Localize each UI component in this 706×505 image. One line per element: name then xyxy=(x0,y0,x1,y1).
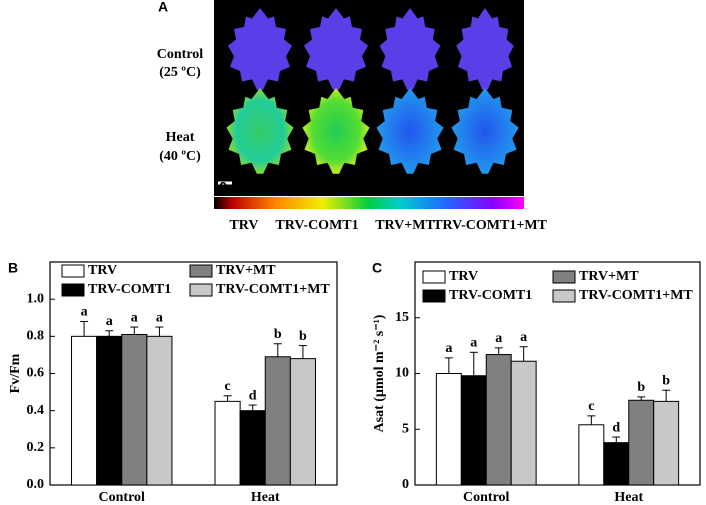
legend-label: TRV+MT xyxy=(579,269,639,284)
y-tick-label: 10 xyxy=(395,366,409,381)
x-tick-label: Heat xyxy=(614,490,643,505)
bar xyxy=(510,360,537,486)
y-tick-label: 0.2 xyxy=(27,440,45,455)
bar xyxy=(603,442,630,486)
colorbar-tick-label: 0.4 xyxy=(319,179,339,195)
panel-label: B xyxy=(8,260,18,276)
bar xyxy=(485,354,512,486)
significance-letter: a xyxy=(445,341,452,356)
colorbar xyxy=(214,197,524,209)
colorbar-tick-label: 0.1 xyxy=(219,179,239,195)
y-tick-label: 0 xyxy=(402,477,409,492)
significance-letter: a xyxy=(470,336,477,351)
y-tick-label: 5 xyxy=(402,421,409,436)
bar xyxy=(121,333,148,486)
legend-label: TRV+MT xyxy=(216,263,276,278)
significance-letter: b xyxy=(274,327,282,342)
y-axis-title: Fv/Fm xyxy=(8,353,23,393)
y-tick-label: 15 xyxy=(395,310,409,325)
colorbar-tick-label: 0.8 xyxy=(452,179,472,195)
panel-label: A xyxy=(158,0,168,15)
significance-letter: a xyxy=(81,305,88,320)
legend-swatch xyxy=(422,289,446,303)
column-label: TRV xyxy=(229,218,258,233)
y-tick-label: 0.0 xyxy=(27,477,45,492)
bar xyxy=(71,335,98,486)
x-tick-label: Control xyxy=(463,490,510,505)
panel-label: C xyxy=(372,260,382,276)
colorbar-tick-label: 0.3 xyxy=(286,179,306,195)
significance-letter: a xyxy=(131,310,138,325)
column-label: TRV-COMT1 xyxy=(275,218,358,233)
bar xyxy=(289,358,316,486)
legend-label: TRV-COMT1 xyxy=(88,282,171,297)
bar xyxy=(435,373,462,486)
colorbar-tick-label: 0.2 xyxy=(253,179,273,195)
legend-label: TRV xyxy=(88,263,117,278)
legend-swatch xyxy=(422,270,446,284)
column-label: TRV-COMT1+MT xyxy=(433,218,547,233)
bar xyxy=(96,335,123,486)
y-tick-label: 1.0 xyxy=(27,291,45,306)
significance-letter: a xyxy=(495,331,502,346)
legend-swatch xyxy=(189,264,213,278)
legend-label: TRV-COMT1+MT xyxy=(216,282,330,297)
significance-letter: b xyxy=(662,373,670,388)
y-tick-label: 0.8 xyxy=(27,329,45,344)
bar xyxy=(653,400,680,486)
legend-swatch xyxy=(552,289,576,303)
significance-letter: c xyxy=(224,379,230,394)
significance-letter: b xyxy=(637,380,645,395)
y-tick-label: 0.4 xyxy=(27,403,45,418)
significance-letter: b xyxy=(299,329,307,344)
colorbar-tick-label: 0.7 xyxy=(419,179,439,195)
bar xyxy=(239,410,266,486)
row-label: Control xyxy=(157,47,204,62)
significance-letter: c xyxy=(588,399,594,414)
colorbar-tick-label: 0.6 xyxy=(386,179,406,195)
colorbar-tick-label: 0.9 xyxy=(485,179,505,195)
bar xyxy=(460,375,487,486)
legend-swatch xyxy=(61,283,85,297)
significance-letter: a xyxy=(156,310,163,325)
bar xyxy=(214,400,241,486)
legend-swatch xyxy=(61,264,85,278)
row-label: (40 ºC) xyxy=(159,149,201,164)
bar xyxy=(578,424,605,486)
legend-label: TRV xyxy=(449,269,478,284)
y-tick-label: 0.6 xyxy=(27,366,45,381)
legend-swatch xyxy=(189,283,213,297)
colorbar-tick-label: 0.5 xyxy=(352,179,372,195)
bar xyxy=(146,335,173,486)
bar xyxy=(264,356,291,486)
x-tick-label: Control xyxy=(99,490,146,505)
x-tick-label: Heat xyxy=(251,490,280,505)
legend-swatch xyxy=(552,270,576,284)
legend-label: TRV-COMT1+MT xyxy=(579,288,693,303)
significance-letter: d xyxy=(249,388,257,403)
significance-letter: d xyxy=(612,420,620,435)
significance-letter: a xyxy=(520,330,527,345)
row-label: (25 ºC) xyxy=(159,65,201,80)
panel-a: A xyxy=(158,0,524,209)
legend-label: TRV-COMT1 xyxy=(449,288,532,303)
column-label: TRV+MT xyxy=(375,218,435,233)
significance-letter: a xyxy=(106,314,113,329)
y-axis-title: Asat (µmol m⁻² s⁻¹) xyxy=(372,314,387,432)
row-label: Heat xyxy=(166,130,195,145)
bar xyxy=(628,399,655,486)
